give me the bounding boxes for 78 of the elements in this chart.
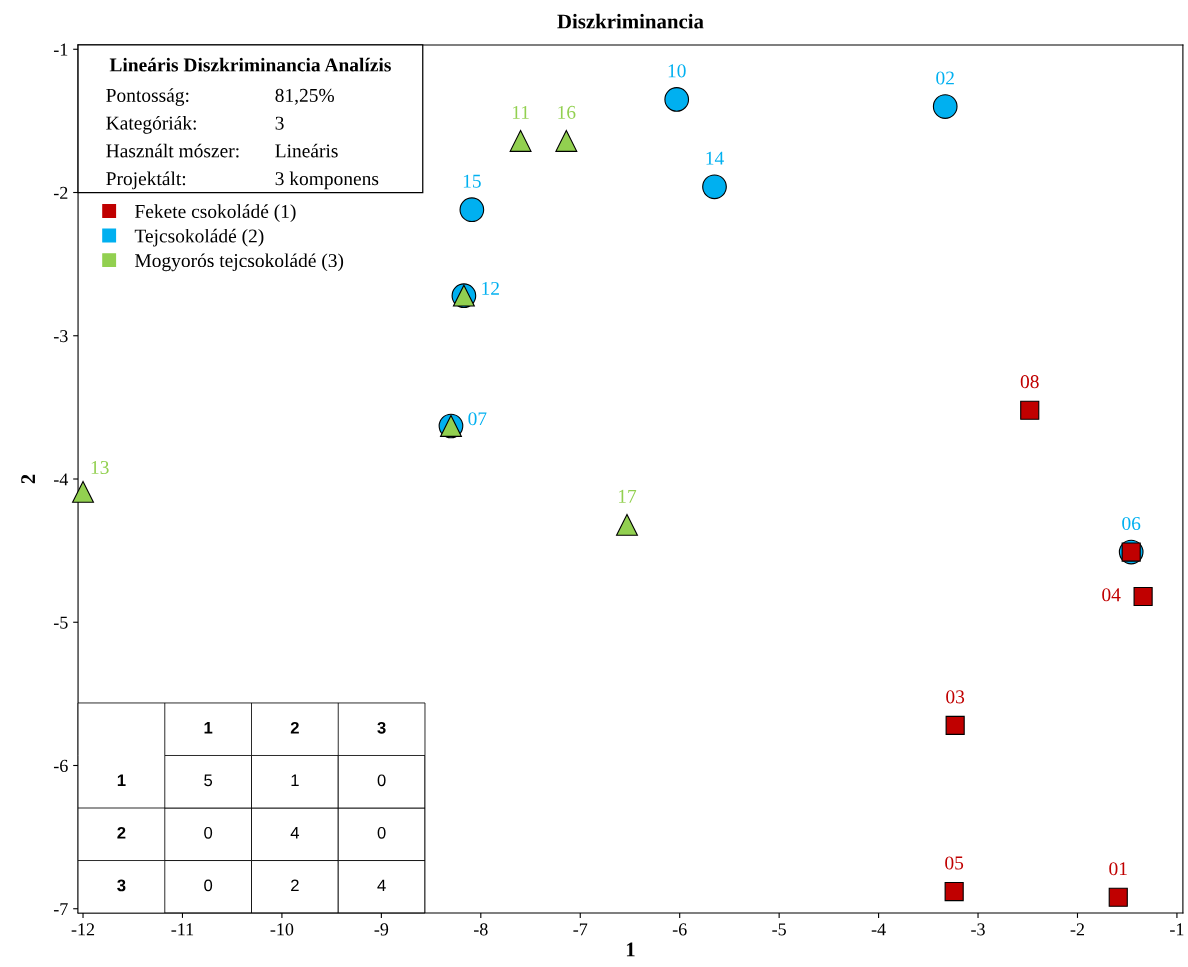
annotation: 03 bbox=[946, 690, 965, 704]
annotation: Pontosság: bbox=[106, 88, 189, 106]
data-label: 2 bbox=[291, 879, 299, 892]
legend-label: Tejcsokoládé (2) bbox=[134, 228, 264, 247]
legend-label: Mogyorós tejcsokoládé (3) bbox=[135, 253, 344, 272]
point bbox=[945, 715, 965, 735]
y-tick-label: -4 bbox=[53, 473, 69, 486]
data-label: 0 bbox=[377, 826, 386, 839]
x-tick-label: -10 bbox=[270, 923, 294, 936]
y-tick-label: 3 bbox=[117, 879, 126, 892]
y-tick-label: 1 bbox=[117, 774, 126, 787]
x-tick-label: 3 bbox=[377, 721, 386, 734]
data-label: 0 bbox=[204, 826, 213, 839]
point bbox=[1133, 586, 1153, 607]
y-tick-label: -3 bbox=[53, 330, 68, 343]
point bbox=[555, 129, 578, 152]
y-tick-label: -7 bbox=[53, 903, 68, 916]
point bbox=[72, 480, 94, 503]
y-tick-label: -5 bbox=[53, 616, 68, 629]
point bbox=[932, 94, 958, 119]
annotation: 02 bbox=[936, 71, 954, 85]
annotation: 10 bbox=[668, 64, 686, 78]
point bbox=[1020, 400, 1040, 420]
annotation: Lineáris Diszkriminancia Analízis bbox=[109, 57, 391, 72]
annotation: 11 bbox=[512, 105, 529, 119]
point bbox=[616, 513, 638, 536]
point bbox=[664, 87, 690, 112]
x-tick-label: -7 bbox=[573, 923, 588, 936]
x-tick-label: -3 bbox=[971, 923, 985, 936]
x-tick-label: -2 bbox=[1070, 923, 1084, 936]
point bbox=[702, 174, 727, 200]
annotation: 16 bbox=[558, 105, 576, 119]
annotation: 05 bbox=[945, 856, 964, 870]
y-tick-label: -1 bbox=[53, 43, 68, 56]
annotation: 81,25% bbox=[275, 88, 334, 105]
data-label: 0 bbox=[377, 774, 386, 787]
data-label: 4 bbox=[377, 879, 386, 892]
annotation: 14 bbox=[706, 151, 724, 165]
point bbox=[944, 881, 964, 902]
x-tick-label: -1 bbox=[1170, 923, 1184, 936]
x-tick-label: -5 bbox=[772, 923, 786, 936]
x-tick-label: 2 bbox=[290, 721, 299, 734]
annotation: Kategóriák: bbox=[106, 115, 196, 134]
annotation: 3 komponens bbox=[275, 171, 379, 190]
annotation: Lineáris bbox=[275, 143, 338, 158]
chart-title: Diszkriminancia bbox=[557, 13, 704, 29]
x-tick-label: -8 bbox=[473, 923, 488, 936]
y-tick-label: -2 bbox=[53, 186, 68, 199]
y-tick-label: -6 bbox=[53, 759, 68, 772]
annotation: 07 bbox=[468, 412, 487, 426]
annotation: 15 bbox=[463, 174, 481, 188]
annotation: 04 bbox=[1102, 588, 1121, 602]
annotation: 3 bbox=[275, 116, 284, 130]
legend-label: Fekete csokoládé (1) bbox=[135, 204, 296, 222]
point bbox=[509, 129, 532, 152]
x-tick-label: -9 bbox=[374, 923, 389, 936]
annotation: 08 bbox=[1020, 375, 1039, 389]
annotation: 06 bbox=[1122, 516, 1141, 531]
data-label: 4 bbox=[290, 827, 300, 839]
annotation: 01 bbox=[1109, 862, 1127, 876]
data-label: 0 bbox=[204, 879, 213, 892]
y-tick-label: 2 bbox=[117, 826, 126, 839]
x-tick-label: -12 bbox=[71, 923, 95, 936]
annotation: 17 bbox=[618, 489, 637, 503]
x-tick-label: -6 bbox=[672, 923, 687, 936]
annotation: Projektált: bbox=[106, 171, 186, 190]
annotation: Használt mószer: bbox=[106, 143, 239, 158]
x-tick-label: 1 bbox=[204, 722, 213, 734]
point bbox=[1108, 887, 1128, 907]
x-tick-label: -11 bbox=[171, 923, 194, 936]
x-tick-label: -4 bbox=[871, 923, 886, 936]
point bbox=[459, 197, 485, 223]
annotation: 12 bbox=[482, 281, 499, 295]
x-axis-title: 1 bbox=[626, 942, 635, 957]
data-label: 1 bbox=[291, 774, 299, 787]
y-axis-title: 2 bbox=[21, 474, 35, 484]
data-label: 5 bbox=[204, 774, 213, 787]
annotation: 13 bbox=[91, 460, 109, 475]
